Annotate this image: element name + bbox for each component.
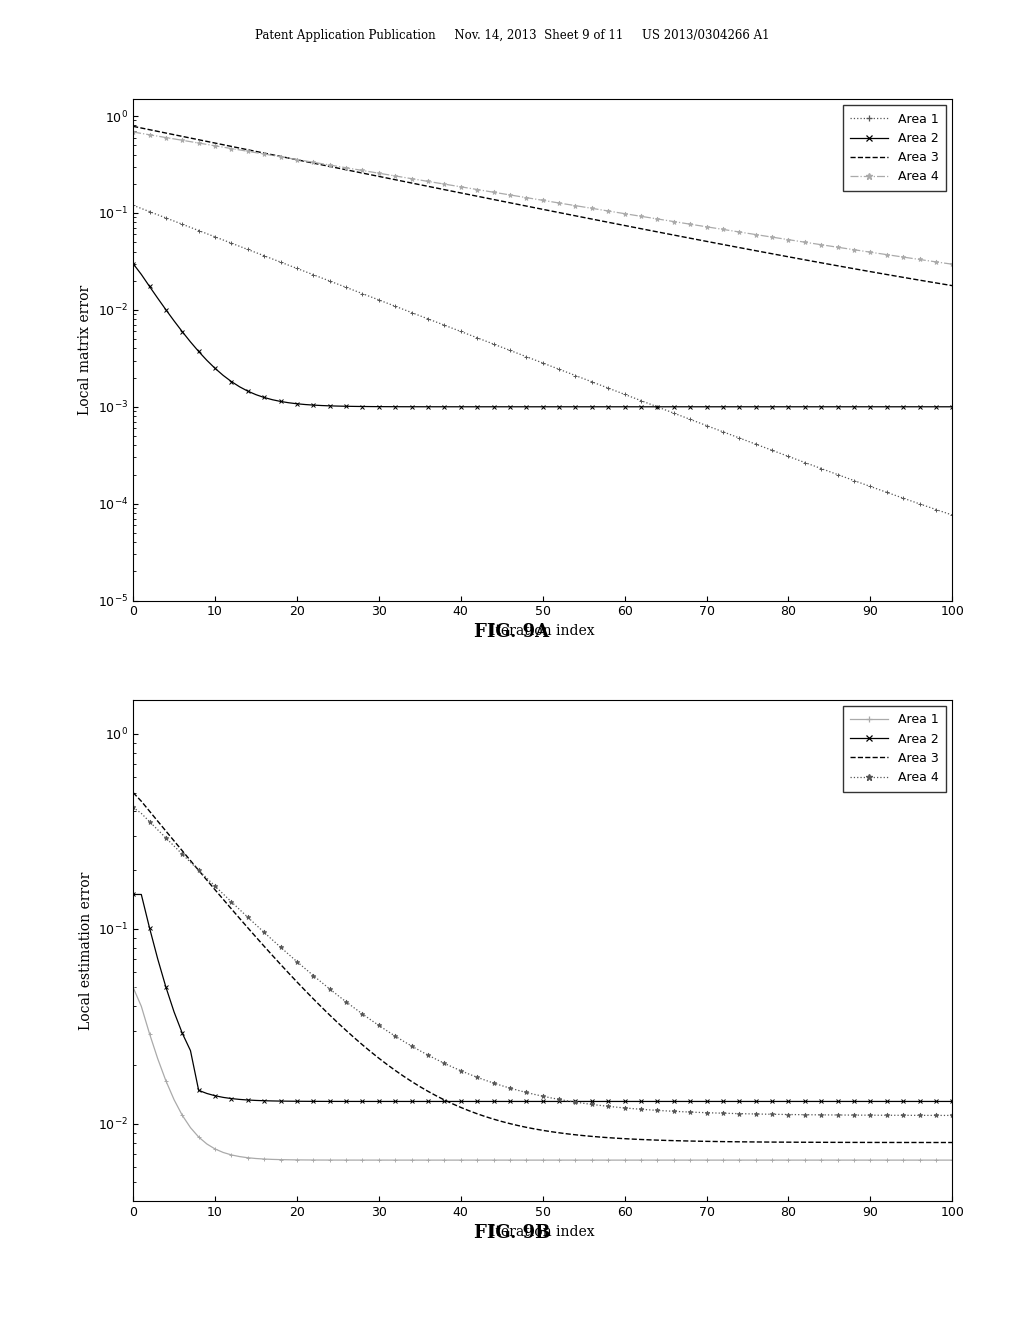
Text: Patent Application Publication     Nov. 14, 2013  Sheet 9 of 11     US 2013/0304: Patent Application Publication Nov. 14, … (255, 29, 769, 42)
X-axis label: Iteration index: Iteration index (490, 1225, 595, 1238)
Y-axis label: Local matrix error: Local matrix error (79, 285, 92, 414)
Legend: Area 1, Area 2, Area 3, Area 4: Area 1, Area 2, Area 3, Area 4 (843, 106, 946, 191)
Text: FIG. 9A: FIG. 9A (474, 623, 550, 642)
X-axis label: Iteration index: Iteration index (490, 624, 595, 638)
Y-axis label: Local estimation error: Local estimation error (79, 871, 92, 1030)
Text: FIG. 9B: FIG. 9B (474, 1224, 550, 1242)
Legend: Area 1, Area 2, Area 3, Area 4: Area 1, Area 2, Area 3, Area 4 (843, 706, 946, 792)
